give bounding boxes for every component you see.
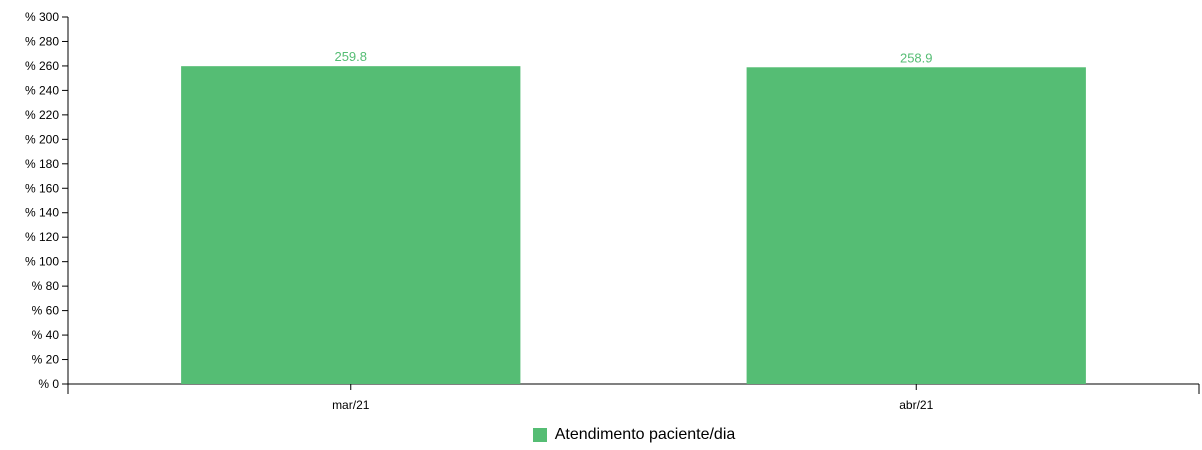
bars-group (181, 66, 1086, 385)
x-tick-label: mar/21 (332, 398, 370, 412)
y-tick-label: % 300 (25, 10, 59, 24)
y-tick-label: % 280 (25, 34, 59, 48)
legend-swatch (532, 428, 547, 442)
bar-value-label: 258.9 (900, 50, 933, 65)
y-tick-label: % 140 (25, 206, 59, 220)
y-tick-label: % 40 (32, 328, 60, 342)
y-tick-label: % 20 (32, 353, 60, 367)
y-tick-label: % 120 (25, 230, 59, 244)
x-axis: mar/21 abr/21 (67, 383, 1200, 412)
bar (181, 66, 521, 384)
y-tick-label: % 180 (25, 157, 59, 171)
y-tick-label: % 240 (25, 83, 59, 97)
bar (746, 67, 1086, 385)
y-tick-label: % 60 (32, 304, 60, 318)
y-tick-label: % 100 (25, 255, 59, 269)
bar-value-label: 259.8 (334, 49, 367, 64)
y-tick-label: % 260 (25, 59, 59, 73)
y-tick-label: % 0 (38, 377, 59, 391)
y-tick-label: % 160 (25, 181, 59, 195)
y-tick-label: % 220 (25, 108, 59, 122)
y-axis: % 0 % 20 % 40 % 60 % 80 % 100 % 120 % 140 % 160%… (25, 10, 69, 391)
x-tick-label: abr/21 (899, 398, 933, 412)
data-labels-group: 259.8 258.9 (334, 49, 932, 65)
legend-label: Atendimento paciente/dia (554, 426, 736, 443)
legend: Atendimento paciente/dia (0, 426, 1202, 444)
bar-chart: % 0 % 20 % 40 % 60 % 80 % 100 % 120 % 140 % 160%… (25, 10, 1200, 412)
y-tick-label: % 80 (32, 279, 60, 293)
y-tick-label: % 200 (25, 132, 59, 146)
